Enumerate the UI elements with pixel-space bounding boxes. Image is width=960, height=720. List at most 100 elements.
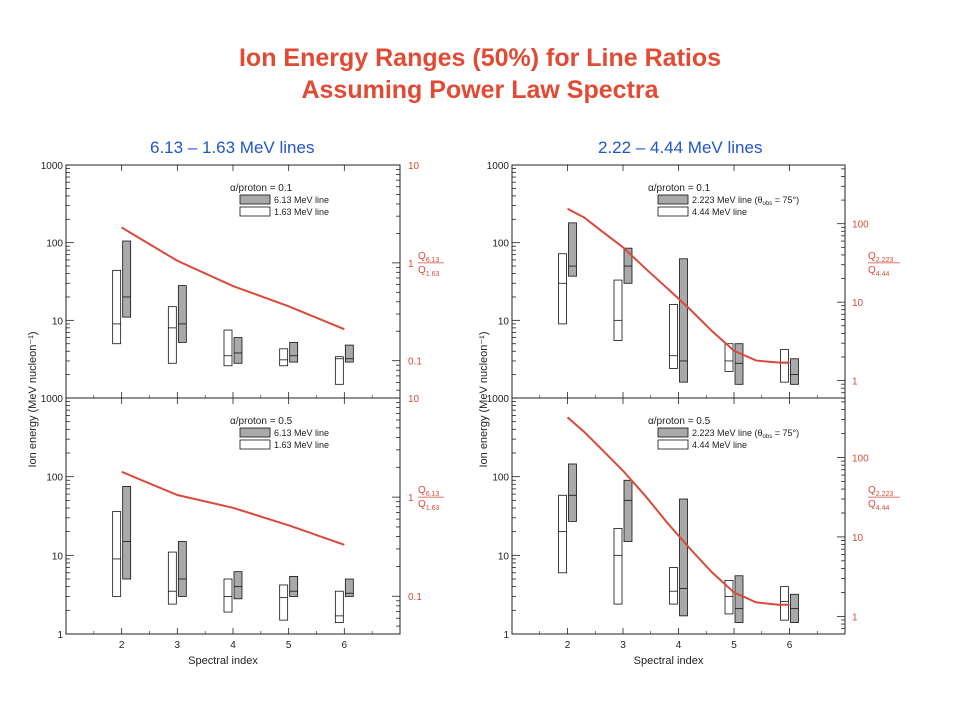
subplot: 10 100 1000 0.1 1 10 α/proton = 0.16.13 MeV li… bbox=[41, 161, 444, 399]
filled-box bbox=[790, 358, 799, 385]
x-tick-label: 5 bbox=[286, 640, 292, 651]
legend-swatch bbox=[657, 439, 689, 450]
open-box bbox=[334, 356, 344, 385]
open-box bbox=[669, 304, 678, 369]
open-box bbox=[780, 586, 789, 621]
open-box bbox=[279, 348, 289, 367]
right-axis-label-denominator: Q1.63 bbox=[418, 499, 440, 512]
right-axis-label-numerator: Q2.223 bbox=[868, 251, 893, 264]
filled-box bbox=[734, 343, 744, 385]
y-tick-label: 10 bbox=[52, 551, 64, 562]
x-tick-label: 6 bbox=[342, 640, 348, 651]
legend-swatch bbox=[239, 427, 271, 438]
y-axis-label: Ion energy (MeV nucleon⁻¹) bbox=[478, 331, 490, 467]
open-box bbox=[223, 329, 233, 367]
legend-label: 1.63 MeV line bbox=[274, 440, 329, 450]
right-tick-label: 10 bbox=[852, 533, 864, 544]
filled-box bbox=[289, 575, 299, 597]
panel-title-left: 6.13 – 1.63 MeV lines bbox=[150, 138, 315, 157]
legend-swatch bbox=[657, 427, 689, 438]
open-box bbox=[780, 349, 789, 383]
right-axis-label-numerator: Q6.13 bbox=[418, 251, 440, 264]
y-tick-label: 1000 bbox=[487, 161, 510, 172]
legend-label: 2.223 MeV line (θobs = 75°) bbox=[692, 428, 799, 440]
filled-box bbox=[344, 578, 354, 597]
y-tick-label: 10 bbox=[498, 316, 510, 327]
open-box bbox=[167, 306, 177, 364]
y-axis-label: Ion energy (MeV nucleon⁻¹) bbox=[27, 331, 39, 467]
x-tick-label: 2 bbox=[119, 640, 125, 651]
y-tick-label: 100 bbox=[492, 239, 509, 250]
right-tick-label: 0.1 bbox=[408, 592, 422, 603]
right-axis-label-denominator: Q4.44 bbox=[868, 499, 890, 512]
x-axis-label: Spectral index bbox=[188, 655, 258, 667]
x-tick-label: 4 bbox=[676, 640, 682, 651]
filled-box bbox=[289, 341, 299, 363]
open-box bbox=[558, 494, 567, 574]
filled-box bbox=[233, 337, 243, 364]
panel-title-right: 2.22 – 4.44 MeV lines bbox=[598, 138, 763, 157]
y-tick-label: 1000 bbox=[487, 394, 510, 405]
x-tick-label: 3 bbox=[175, 640, 181, 651]
subplot: 1 10 100 1000 1 10 100 2 3 4 5 6 α/proton = 0.52.223… bbox=[487, 394, 900, 651]
legend-label: 4.44 MeV line bbox=[692, 207, 747, 217]
x-tick-label: 6 bbox=[787, 640, 793, 651]
filled-box bbox=[122, 486, 132, 580]
y-tick-label: 10 bbox=[498, 551, 510, 562]
ratio-curve bbox=[567, 207, 790, 364]
x-tick-label: 2 bbox=[565, 640, 571, 651]
subplot: 1 10 100 1000 0.1 1 10 2 3 4 5 6 α/proton = 0.56.13 … bbox=[41, 394, 444, 651]
legend-label: 4.44 MeV line bbox=[692, 440, 747, 450]
open-box bbox=[279, 584, 289, 621]
filled-box bbox=[122, 240, 132, 318]
legend-swatch bbox=[239, 439, 271, 450]
legend-label: 6.13 MeV line bbox=[274, 195, 329, 205]
y-tick-label: 100 bbox=[46, 473, 63, 484]
filled-box bbox=[177, 541, 187, 597]
y-tick-label: 1 bbox=[503, 630, 509, 641]
open-box bbox=[613, 279, 623, 341]
legend-label: 6.13 MeV line bbox=[274, 428, 329, 438]
open-box bbox=[112, 511, 122, 597]
right-tick-label: 100 bbox=[852, 220, 869, 231]
legend-swatch bbox=[657, 206, 689, 217]
legend-swatch bbox=[239, 206, 271, 217]
open-box bbox=[724, 343, 734, 372]
right-tick-label: 1 bbox=[852, 612, 858, 623]
slide-title-line1: Ion Energy Ranges (50%) for Line Ratios bbox=[238, 44, 722, 72]
ratio-label: α/proton = 0.1 bbox=[230, 183, 293, 194]
ratio-curve bbox=[566, 416, 790, 606]
x-axis-label: Spectral index bbox=[634, 655, 704, 667]
slide-title-line2: Assuming Power Law Spectra bbox=[301, 76, 659, 104]
right-tick-label: 1 bbox=[852, 377, 858, 388]
filled-box bbox=[233, 571, 243, 600]
open-box bbox=[334, 590, 344, 623]
open-box bbox=[613, 527, 623, 605]
filled-box bbox=[344, 344, 354, 363]
filled-box bbox=[623, 479, 633, 542]
filled-box bbox=[679, 258, 688, 383]
filled-box bbox=[734, 575, 744, 623]
y-tick-label: 1000 bbox=[41, 394, 64, 405]
right-axis-label-numerator: Q6.13 bbox=[418, 485, 440, 498]
open-box bbox=[669, 567, 678, 605]
legend-swatch bbox=[239, 194, 271, 205]
right-tick-label: 10 bbox=[852, 298, 864, 309]
ratio-label: α/proton = 0.5 bbox=[648, 416, 711, 427]
legend-label: 2.223 MeV line (θobs = 75°) bbox=[692, 195, 799, 207]
x-tick-label: 3 bbox=[620, 640, 626, 651]
y-tick-label: 10 bbox=[52, 316, 64, 327]
filled-box bbox=[177, 285, 187, 343]
x-tick-label: 5 bbox=[731, 640, 737, 651]
right-tick-label: 10 bbox=[408, 161, 420, 172]
open-box bbox=[112, 269, 122, 345]
y-tick-label: 100 bbox=[492, 473, 509, 484]
open-box bbox=[558, 253, 567, 325]
right-tick-label: 0.1 bbox=[408, 357, 422, 368]
legend-label: 1.63 MeV line bbox=[274, 207, 329, 217]
open-box bbox=[724, 580, 734, 615]
y-tick-label: 100 bbox=[46, 239, 63, 250]
ratio-label: α/proton = 0.1 bbox=[648, 183, 711, 194]
